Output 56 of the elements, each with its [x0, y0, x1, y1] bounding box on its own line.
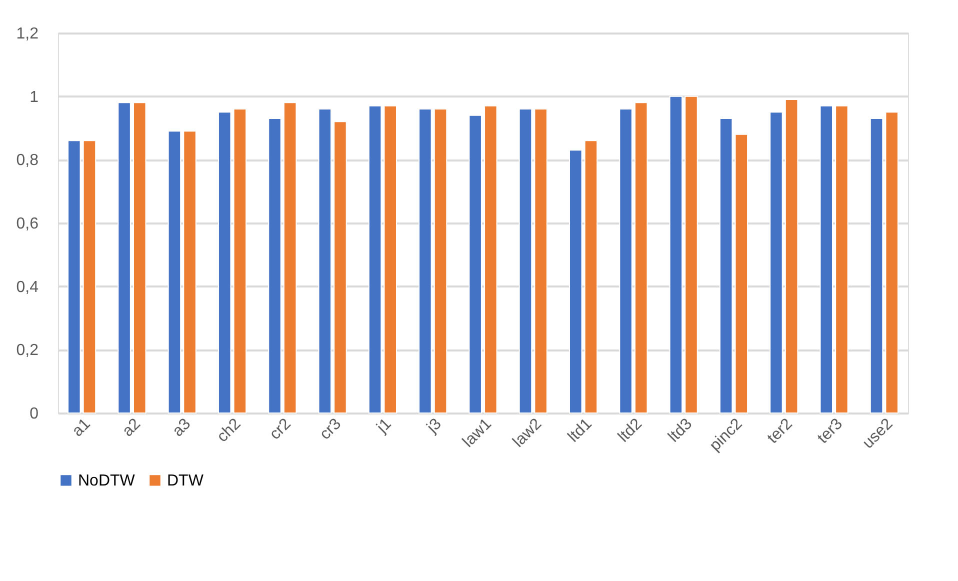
x-tick-label: ltd1: [565, 415, 596, 446]
x-tick-label: ch2: [214, 415, 244, 446]
bar: [584, 140, 598, 414]
bar: [68, 140, 81, 414]
legend-label: DTW: [167, 472, 204, 490]
x-tick-label: j1: [373, 415, 395, 438]
bar: [719, 118, 733, 414]
bar: [218, 112, 232, 414]
x-tick-label: a2: [119, 415, 144, 440]
bar: [434, 108, 448, 414]
bar: [634, 102, 648, 414]
bar: [468, 114, 482, 414]
legend-label: NoDTW: [78, 472, 136, 490]
x-tick-label: cr2: [266, 415, 294, 444]
y-tick-label: 0,8: [16, 152, 39, 170]
bar: [569, 150, 582, 414]
y-tick-label: 1,2: [16, 26, 39, 42]
x-tick-label: a3: [170, 415, 194, 440]
x-tick-label: cr3: [316, 415, 345, 444]
bar: [268, 118, 282, 414]
bar: [418, 108, 432, 414]
bar: [283, 102, 297, 414]
bar: [684, 96, 698, 414]
bar: [619, 108, 632, 414]
bar: [669, 96, 683, 414]
y-tick-label: 0,4: [16, 278, 39, 296]
bar: [384, 105, 397, 414]
y-tick-label: 1: [30, 88, 39, 106]
bar: [885, 112, 898, 414]
bar: [820, 105, 833, 414]
x-tick-label: j3: [423, 415, 445, 438]
bar: [770, 112, 783, 414]
bar: [368, 105, 382, 414]
x-tick-label: ltd3: [665, 415, 696, 446]
bar: [118, 102, 131, 414]
x-tick-label: a1: [69, 415, 94, 440]
bar: [484, 105, 498, 414]
bar: [318, 108, 332, 414]
x-tick-label: ter2: [764, 415, 796, 448]
y-tick-label: 0,2: [16, 342, 39, 360]
bar: [334, 121, 347, 414]
bar: [82, 140, 96, 414]
bar: [534, 108, 548, 414]
x-tick-label: ltd2: [615, 415, 646, 446]
y-tick-label: 0: [30, 406, 39, 422]
bar: [734, 134, 748, 414]
bar: [133, 102, 146, 414]
x-tick-label: ter3: [814, 415, 846, 448]
bar: [183, 130, 196, 414]
bar: [518, 108, 532, 414]
bar: [168, 130, 182, 414]
y-tick-label: 0,6: [16, 216, 39, 232]
bar: [835, 105, 848, 414]
bar: [233, 108, 247, 414]
bar: [784, 99, 798, 414]
bar: [870, 118, 884, 414]
